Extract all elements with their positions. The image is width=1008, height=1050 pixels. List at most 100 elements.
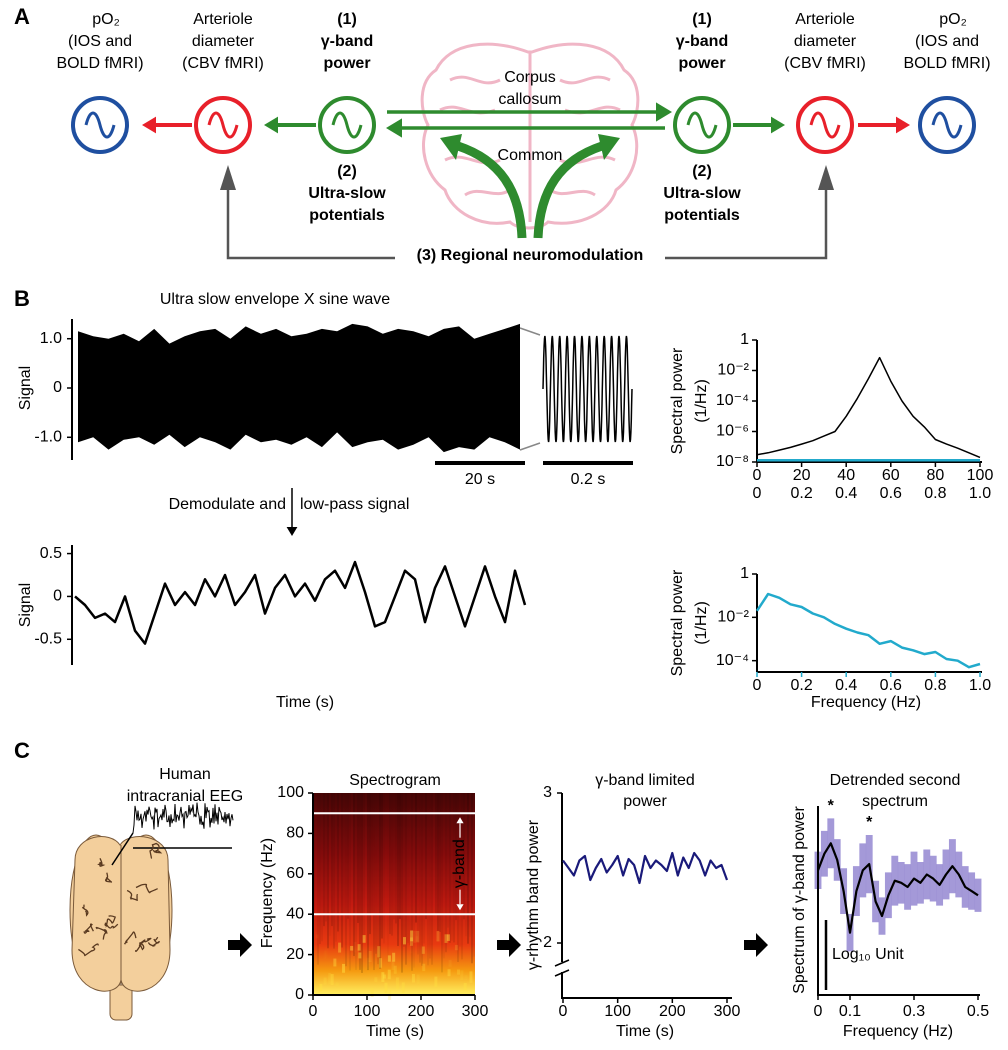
node-sublabel: potentials <box>664 207 740 224</box>
oscillator-wave <box>931 111 963 139</box>
x-tick-label: 0.1 <box>839 1003 861 1020</box>
y-axis-label: Signal <box>17 366 34 410</box>
gyrus <box>147 936 161 947</box>
node-label: power <box>323 55 370 72</box>
scale-bar-label: Log₁₀ Unit <box>832 946 904 963</box>
spectrogram-texture <box>330 974 334 986</box>
spectrogram-texture <box>465 793 467 937</box>
spectrogram-texture <box>375 793 377 954</box>
spectrogram-texture <box>402 937 406 945</box>
spectrogram-texture <box>321 793 323 942</box>
y-tick-label: 100 <box>277 784 304 801</box>
node-sublabel: (2) <box>692 163 712 180</box>
scale-bar-label: 0.2 s <box>571 471 606 488</box>
oscillator-node <box>71 96 129 154</box>
x-tick-label: 0 <box>753 467 762 484</box>
spectrogram-texture <box>333 793 335 949</box>
spectrogram-texture <box>338 942 342 953</box>
spectrogram-texture <box>443 793 445 958</box>
spectrogram-texture <box>435 793 437 915</box>
node-label: diameter <box>192 33 255 50</box>
spectrogram-texture <box>439 793 441 933</box>
y-tick-label: 20 <box>286 946 304 963</box>
spectrogram-texture <box>319 983 323 992</box>
x2-tick-label: 1.0 <box>969 485 991 502</box>
arrow-head <box>456 904 464 911</box>
spectrogram-texture <box>353 942 357 953</box>
spectrogram-texture <box>342 963 346 973</box>
x-tick-label: 60 <box>882 467 900 484</box>
spectrogram-texture <box>377 793 379 965</box>
spectrogram-texture <box>411 793 413 971</box>
y-axis-label: Frequency (Hz) <box>259 838 276 948</box>
spectrogram-texture <box>325 948 328 959</box>
x2-tick-label: 0.6 <box>880 485 902 502</box>
node-label: pO₂ <box>92 11 120 28</box>
gyrus <box>105 915 117 928</box>
spectrogram-texture <box>357 793 359 924</box>
arrow-head <box>220 165 236 190</box>
spectrogram-texture <box>401 793 403 973</box>
y-tick-label: 1 <box>740 331 749 348</box>
gyrus <box>104 922 119 929</box>
y-tick-label: 1.0 <box>40 330 62 347</box>
y-tick-label: 10⁻⁶ <box>716 423 749 440</box>
spectrogram-texture <box>387 955 391 962</box>
spectrogram-texture <box>451 793 453 941</box>
x-tick-label: 100 <box>354 1003 381 1020</box>
common-arrow <box>456 141 527 239</box>
node-sublabel: potentials <box>309 207 385 224</box>
spectrogram-texture <box>401 982 405 993</box>
node-sublabel: Ultra-slow <box>308 185 386 202</box>
annotation: low-pass signal <box>300 496 409 513</box>
x-tick-label: 0.4 <box>835 677 857 694</box>
spectrogram-texture <box>467 793 469 944</box>
oscillator-node <box>318 96 376 154</box>
spectrogram-texture <box>345 793 347 967</box>
common-label: Common <box>498 147 563 164</box>
x-axis-label: Frequency (Hz) <box>843 1023 953 1040</box>
y-tick-label: 40 <box>286 905 304 922</box>
gyrus <box>78 943 99 957</box>
y-tick-label: 0 <box>53 379 62 396</box>
chart-title: power <box>623 793 667 810</box>
spectrogram-texture <box>421 793 423 966</box>
zoom-line <box>519 327 541 336</box>
spectrogram-texture <box>463 793 465 920</box>
arrow-head <box>656 102 672 122</box>
spectrogram-texture <box>417 793 419 955</box>
gyrus <box>134 937 152 952</box>
spectrogram-texture <box>447 969 451 977</box>
chart-title: γ-band limited <box>595 772 695 789</box>
spectrogram-texture <box>461 793 463 960</box>
chart-title: Spectrogram <box>349 772 441 789</box>
spectrogram-texture <box>315 934 319 939</box>
x-axis-label: Time (s) <box>276 694 334 711</box>
spectrogram-texture <box>337 793 339 932</box>
x2-tick-label: 0.8 <box>924 485 946 502</box>
x-tick-label: 300 <box>462 1003 489 1020</box>
arrow-head <box>818 165 834 190</box>
y-axis-label: Spectral power <box>669 569 686 676</box>
oscillator-wave <box>331 111 363 139</box>
scale-bar-label: 20 s <box>465 471 495 488</box>
spectrogram-texture <box>419 793 421 963</box>
chart-title: Ultra slow envelope X sine wave <box>160 291 390 308</box>
data-line <box>756 356 981 459</box>
x-tick-label: 20 <box>793 467 811 484</box>
spectrogram-texture <box>391 793 393 936</box>
spectrogram-texture <box>464 975 468 981</box>
y-axis-label: Spectral power <box>669 347 686 454</box>
node-label: diameter <box>794 33 857 50</box>
spectrogram-texture <box>379 793 381 969</box>
node-label: γ-band <box>321 33 373 50</box>
spectrogram-texture <box>385 793 387 916</box>
arrow-head <box>386 118 402 138</box>
spectrogram-texture <box>392 952 396 962</box>
spectrogram-texture <box>447 793 449 928</box>
spectrogram-texture <box>317 793 319 965</box>
x-tick-label: 0.6 <box>880 677 902 694</box>
x-tick-label: 0 <box>309 1003 318 1020</box>
spectrogram-texture <box>429 793 431 959</box>
spectrogram-texture <box>411 973 415 983</box>
